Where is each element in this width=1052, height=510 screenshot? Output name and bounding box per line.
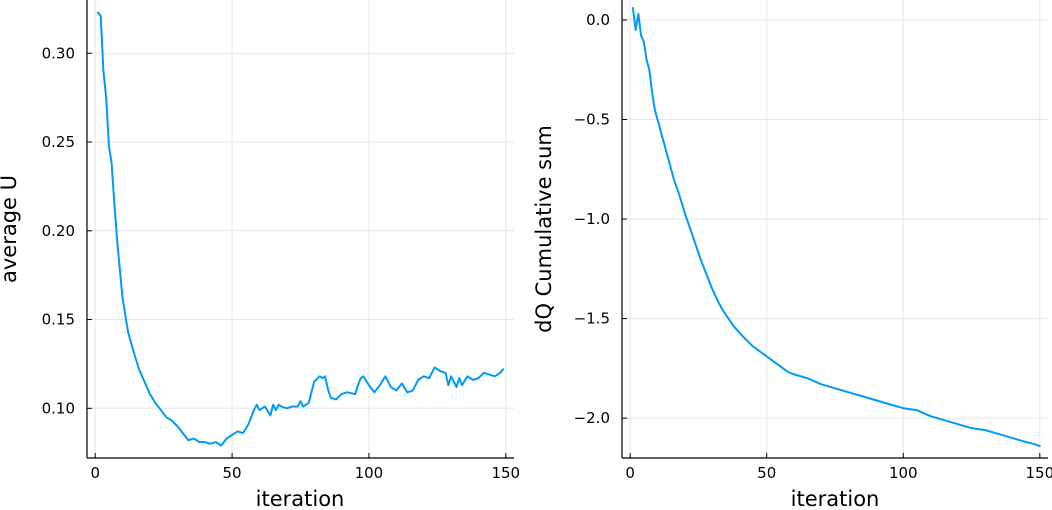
grid [622,0,1048,458]
y-axis-title: average U [0,175,21,283]
chart-dq-cumulative-sum: 0 50 100 150 0.0 −0.5 −1.0 −1.5 −2.0 iteration d… [532,0,1052,510]
series-line [96,11,505,447]
y-tick-label: 0.10 [42,399,75,417]
series-line [631,6,1041,448]
y-tick-label: 0.30 [42,44,75,62]
series-group [96,11,505,447]
x-tick-label: 100 [355,464,384,482]
ticks: 0 50 100 150 0.10 0.15 0.20 0.25 0.30 [42,44,521,482]
x-tick-label: 50 [757,464,776,482]
y-tick-label: 0.25 [42,133,75,151]
series-group [631,6,1041,448]
x-tick-label: 100 [889,464,918,482]
y-tick-label: −2.0 [574,409,610,427]
y-tick-label: 0.15 [42,311,75,329]
y-tick-label: 0.0 [586,11,610,29]
x-tick-label: 150 [1025,464,1052,482]
y-tick-label: 0.20 [42,222,75,240]
y-tick-label: −1.5 [574,310,610,328]
x-tick-label: 50 [223,464,242,482]
grid [87,0,514,458]
y-tick-label: −1.0 [574,210,610,228]
x-tick-label: 0 [625,464,635,482]
y-tick-label: −0.5 [574,110,610,128]
x-tick-label: 150 [491,464,520,482]
x-axis-title: iteration [791,487,880,510]
y-axis-title: dQ Cumulative sum [532,125,556,333]
x-tick-label: 0 [90,464,100,482]
ticks: 0 50 100 150 0.0 −0.5 −1.0 −1.5 −2.0 [574,11,1052,482]
x-axis-title: iteration [256,487,345,510]
